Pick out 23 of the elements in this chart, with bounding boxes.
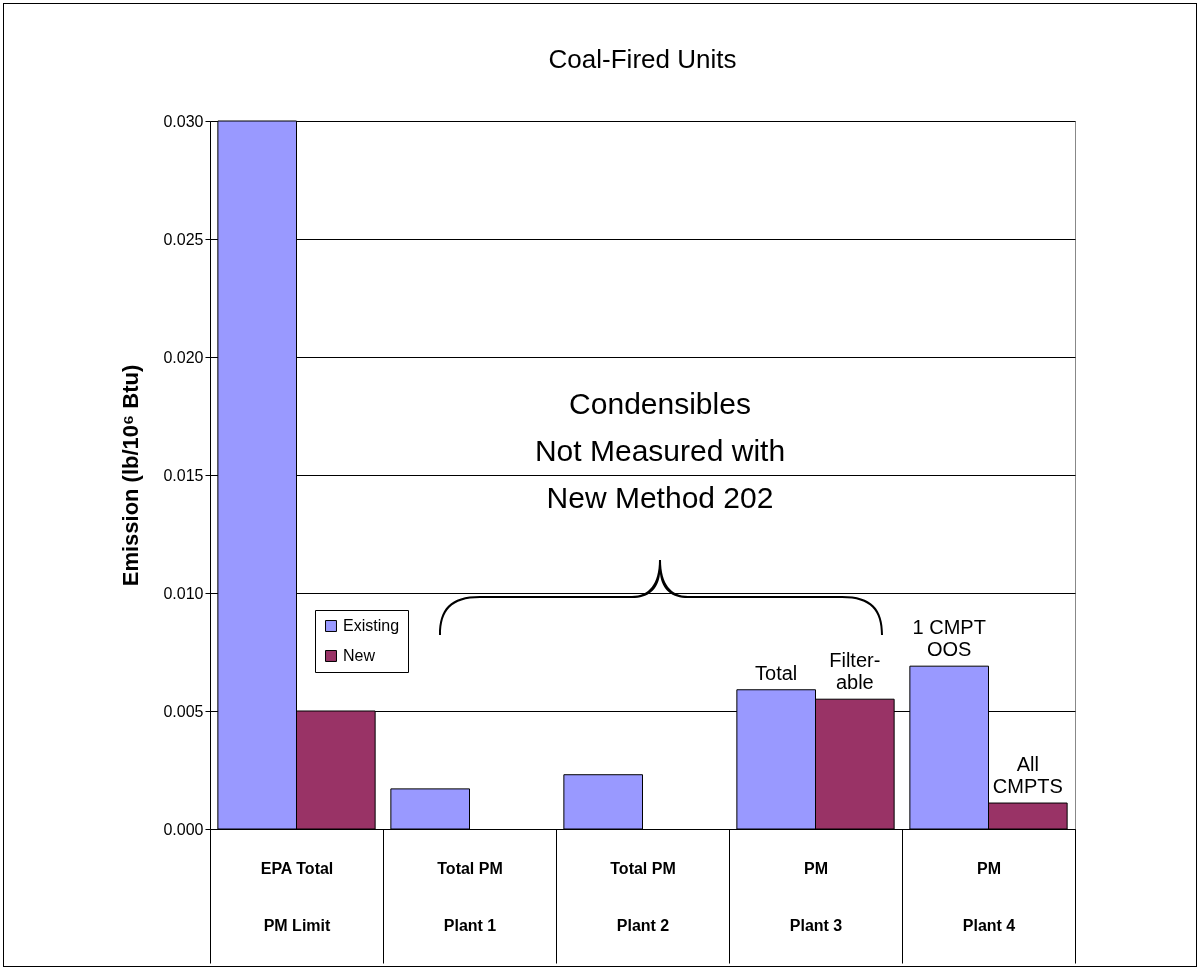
y-tick-label: 0.015 (163, 466, 204, 484)
annotation: 1 CMPT OOS (912, 616, 986, 661)
category-label: Total PM Plant 1 (437, 859, 503, 934)
category-label: PM Plant 4 (962, 859, 1016, 934)
category-label: EPA Total PM Limit (260, 859, 334, 934)
y-axis-title: Emission (lb/10⁶ Btu) (118, 364, 144, 587)
annotation: Filter- able (829, 649, 881, 694)
category-label: Total PM Plant 2 (610, 859, 676, 934)
annotation: All CMPTS (992, 753, 1063, 798)
annotation: Total (755, 661, 798, 684)
bar (563, 774, 643, 830)
legend-label: Existing (343, 617, 400, 634)
y-tick-label: 0.030 (163, 112, 204, 130)
annotation: Condensibles Not Measured with New Method 202 (534, 387, 786, 514)
category-label: PM Plant 3 (789, 859, 843, 934)
y-tick-label: 0.005 (163, 702, 204, 720)
chart-title: Coal-Fired Units (548, 44, 737, 74)
y-tick-label: 0.010 (163, 584, 204, 602)
y-tick-label: 0.020 (163, 348, 204, 366)
y-tick-label: 0.025 (163, 230, 204, 248)
y-tick-label: 0.000 (163, 820, 204, 838)
bar (390, 788, 470, 830)
legend-label: New (343, 647, 376, 664)
